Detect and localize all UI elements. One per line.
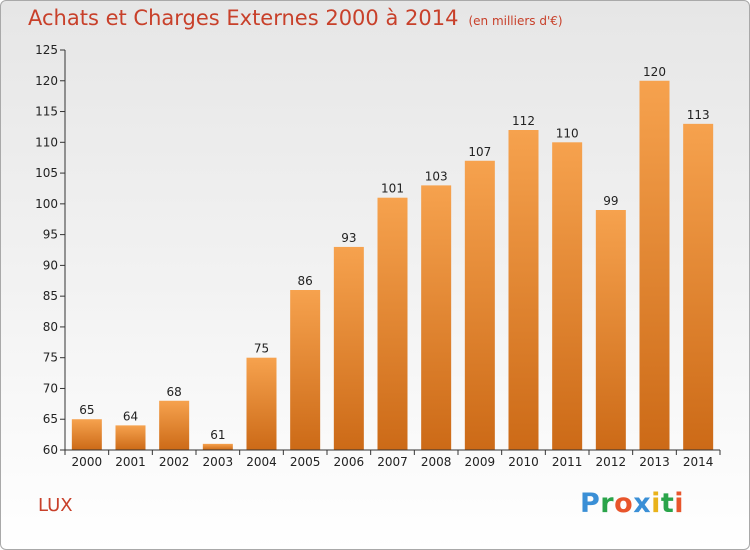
logo-letter: t: [660, 488, 675, 519]
bar-value-label: 107: [468, 145, 491, 159]
x-tick-label: 2009: [465, 455, 496, 469]
bar: [377, 197, 408, 450]
x-tick-label: 2003: [203, 455, 234, 469]
bar: [246, 357, 277, 450]
y-tick-label: 110: [35, 135, 58, 149]
x-tick-label: 2002: [159, 455, 190, 469]
chart-title: Achats et Charges Externes 2000 à 2014 (e…: [28, 6, 563, 30]
y-tick-label: 125: [35, 43, 58, 57]
y-tick-label: 120: [35, 74, 58, 88]
logo-letter: x: [633, 488, 652, 519]
logo-letter: i: [651, 488, 661, 519]
x-tick-label: 2013: [639, 455, 670, 469]
bar: [333, 246, 364, 450]
bar: [683, 123, 714, 450]
proxiti-logo: Proxiti: [580, 488, 684, 519]
x-tick-label: 2005: [290, 455, 321, 469]
x-tick-label: 2007: [377, 455, 408, 469]
bar-value-label: 120: [643, 65, 666, 79]
bar-value-label: 64: [123, 409, 138, 423]
y-tick-label: 65: [43, 412, 58, 426]
bar: [595, 210, 626, 450]
bar-value-label: 86: [298, 274, 313, 288]
bar-value-label: 99: [603, 194, 618, 208]
x-tick-label: 2006: [334, 455, 365, 469]
logo-letter: i: [674, 488, 685, 519]
bar-value-label: 112: [512, 114, 535, 128]
x-tick-label: 2010: [508, 455, 539, 469]
x-tick-label: 2012: [596, 455, 627, 469]
bar: [115, 425, 146, 450]
y-tick-label: 115: [35, 105, 58, 119]
bar-value-label: 103: [425, 169, 448, 183]
bar: [639, 80, 670, 451]
y-tick-label: 60: [43, 443, 58, 457]
bar-value-label: 61: [210, 428, 225, 442]
chart-title-text: Achats et Charges Externes 2000 à 2014: [28, 6, 459, 30]
bar-value-label: 68: [167, 385, 182, 399]
x-tick-label: 2011: [552, 455, 583, 469]
bar-value-label: 75: [254, 342, 269, 356]
logo-letter: o: [614, 488, 634, 519]
bar: [290, 290, 321, 450]
bar-value-label: 110: [556, 126, 579, 140]
bar-value-label: 101: [381, 182, 404, 196]
chart-subtitle: (en milliers d'€): [468, 14, 563, 28]
x-tick-label: 2001: [115, 455, 146, 469]
bar-value-label: 113: [687, 108, 710, 122]
bar: [421, 185, 452, 450]
y-tick-label: 70: [43, 381, 58, 395]
bar: [552, 142, 583, 451]
y-tick-label: 100: [35, 197, 58, 211]
y-tick-label: 75: [43, 351, 58, 365]
y-tick-label: 90: [43, 258, 58, 272]
bar: [159, 400, 190, 450]
y-tick-label: 95: [43, 228, 58, 242]
logo-letter: r: [600, 488, 615, 519]
bar: [202, 443, 233, 450]
place-label: LUX: [38, 495, 73, 516]
y-tick-label: 85: [43, 289, 58, 303]
x-tick-label: 2014: [683, 455, 714, 469]
bar: [508, 130, 539, 450]
y-tick-label: 105: [35, 166, 58, 180]
y-tick-label: 80: [43, 320, 58, 334]
x-tick-label: 2000: [72, 455, 103, 469]
bar: [464, 160, 495, 450]
x-tick-label: 2004: [246, 455, 277, 469]
logo-letter: P: [580, 488, 601, 519]
bar-value-label: 93: [341, 231, 356, 245]
bar: [71, 419, 102, 450]
x-tick-label: 2008: [421, 455, 452, 469]
bar-value-label: 65: [79, 403, 94, 417]
